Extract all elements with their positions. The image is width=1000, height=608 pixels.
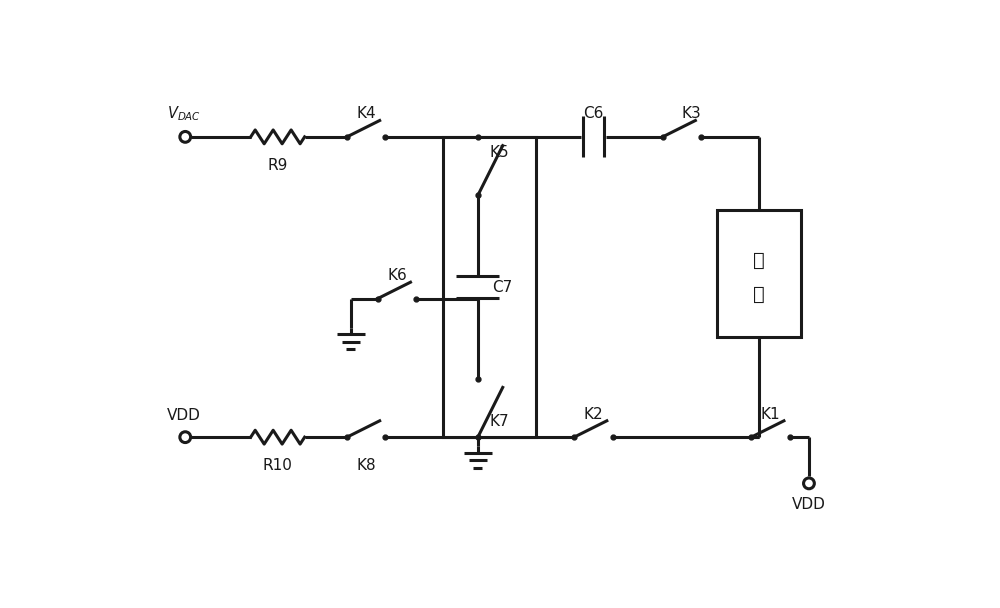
Text: VDD: VDD	[792, 497, 826, 512]
Text: $V_{DAC}$: $V_{DAC}$	[167, 105, 201, 123]
Text: C7: C7	[492, 280, 512, 294]
Text: K5: K5	[489, 145, 509, 160]
Text: K8: K8	[356, 458, 376, 473]
Text: R9: R9	[267, 157, 288, 173]
Text: K3: K3	[681, 106, 701, 122]
Text: C6: C6	[583, 106, 604, 122]
Text: K7: K7	[489, 414, 509, 429]
Bar	[443, 137, 536, 437]
Text: 脏: 脏	[753, 285, 765, 304]
Text: VDD: VDD	[167, 409, 201, 423]
Text: K2: K2	[584, 407, 603, 422]
Text: K4: K4	[356, 106, 376, 122]
Text: K6: K6	[387, 268, 407, 283]
Text: 心: 心	[753, 251, 765, 270]
Text: R10: R10	[263, 458, 293, 473]
Bar	[717, 210, 801, 337]
Text: K1: K1	[761, 407, 780, 422]
